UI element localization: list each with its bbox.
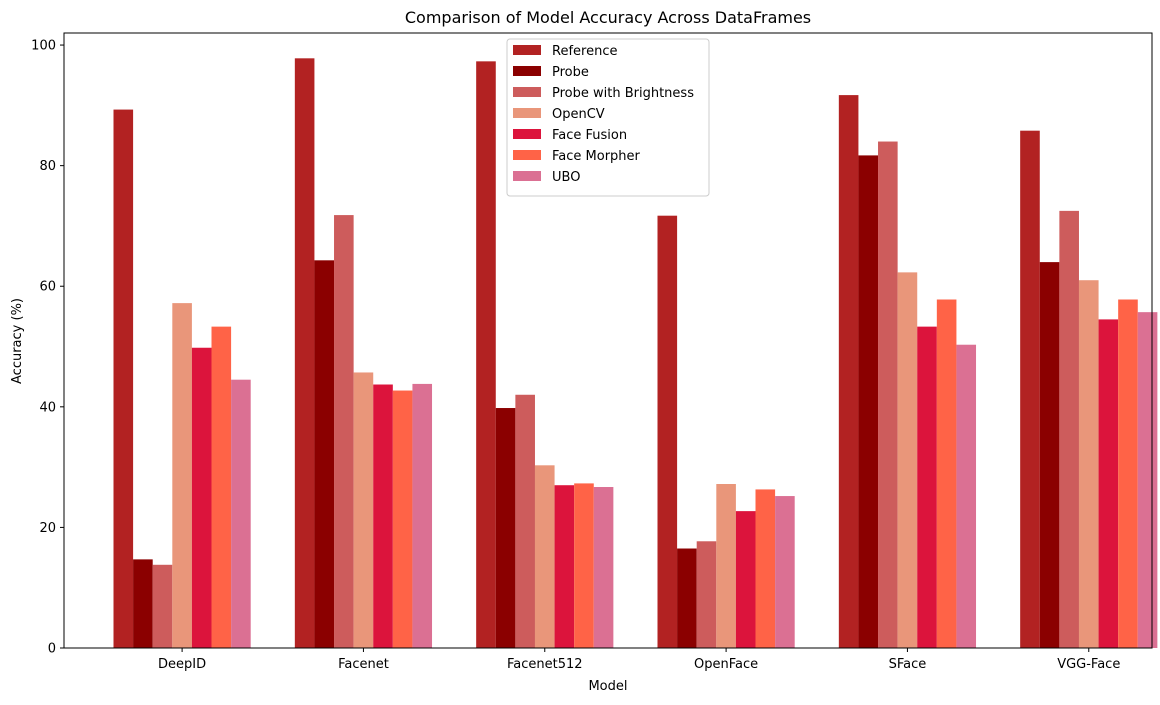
chart-title: Comparison of Model Accuracy Across Data… <box>405 8 811 27</box>
legend-swatch <box>513 129 541 139</box>
legend-swatch <box>513 108 541 118</box>
bar-face-morpher-vgg-face <box>1118 299 1138 648</box>
bar-probe-with-brightness-facenet <box>334 215 354 648</box>
bar-ubo-facenet <box>412 383 433 648</box>
bar-face-fusion-deepid <box>191 347 212 648</box>
bar-probe-with-brightness-sface <box>878 141 898 648</box>
bar-reference-deepid <box>113 109 134 648</box>
bar-face-morpher-facenet512 <box>574 483 594 648</box>
legend-label: UBO <box>552 170 580 185</box>
bar-probe-vgg-face <box>1039 262 1060 648</box>
bar-reference-vgg-face <box>1020 130 1040 648</box>
y-tick-label: 80 <box>39 159 56 174</box>
y-tick-label: 0 <box>48 642 56 657</box>
bar-ubo-sface <box>956 344 977 648</box>
x-tick-label: SFace <box>889 657 927 672</box>
x-tick-label: VGG-Face <box>1057 657 1120 672</box>
bar-opencv-vgg-face <box>1078 280 1099 648</box>
bar-ubo-facenet512 <box>593 487 614 648</box>
bar-face-morpher-sface <box>936 299 957 648</box>
y-tick-label: 40 <box>39 400 56 415</box>
bar-probe-facenet512 <box>495 408 516 648</box>
x-tick-label: DeepID <box>158 657 206 672</box>
bar-opencv-facenet512 <box>534 465 555 648</box>
bar-face-morpher-openface <box>755 489 776 648</box>
legend-label: Probe with Brightness <box>552 86 694 101</box>
y-tick-label: 20 <box>39 521 56 536</box>
plot-frame <box>63 32 1153 649</box>
bar-face-morpher-facenet <box>392 390 413 648</box>
bar-ubo-deepid <box>231 379 251 648</box>
bar-opencv-facenet <box>353 372 374 648</box>
bar-face-fusion-sface <box>917 326 937 648</box>
bar-probe-facenet <box>314 260 335 648</box>
bar-probe-with-brightness-facenet512 <box>515 394 535 648</box>
x-tick-label: OpenFace <box>694 657 758 672</box>
bar-probe-sface <box>858 155 879 648</box>
bar-opencv-sface <box>897 272 918 648</box>
bar-face-fusion-facenet512 <box>554 485 575 648</box>
bar-opencv-deepid <box>172 303 192 648</box>
bar-reference-sface <box>838 95 859 649</box>
y-tick-label: 60 <box>39 280 56 295</box>
legend-label: OpenCV <box>552 107 605 122</box>
bar-opencv-openface <box>716 484 736 648</box>
legend-swatch <box>513 171 541 181</box>
bar-face-fusion-vgg-face <box>1098 319 1119 648</box>
bar-probe-with-brightness-openface <box>696 541 717 648</box>
legend-swatch <box>513 66 541 76</box>
legend: Reference Probe Probe with Brightness OpenC… <box>506 38 710 197</box>
bar-face-fusion-facenet <box>373 384 393 648</box>
legend-box <box>506 38 710 197</box>
bar-probe-with-brightness-vgg-face <box>1059 210 1079 648</box>
bar-face-fusion-openface <box>735 511 756 648</box>
legend-label: Probe <box>552 65 589 80</box>
bar-reference-facenet512 <box>476 61 496 648</box>
bar-ubo-openface <box>775 496 795 648</box>
x-axis-label: Model <box>588 679 627 694</box>
bar-reference-facenet <box>294 58 315 648</box>
bar-probe-deepid <box>133 559 153 648</box>
plot-area: 0 20 40 60 80 100 DeepID Facenet Facenet512 OpenF… <box>31 32 1158 672</box>
legend-label: Face Morpher <box>552 149 641 164</box>
bar-ubo-vgg-face <box>1137 312 1158 648</box>
y-axis-label: Accuracy (%) <box>10 298 25 384</box>
legend-swatch <box>513 45 541 55</box>
x-tick-label: Facenet <box>338 657 389 672</box>
bar-probe-with-brightness-deepid <box>152 564 173 648</box>
legend-swatch <box>513 87 541 97</box>
bar-probe-openface <box>677 548 697 648</box>
legend-swatch <box>513 150 541 160</box>
y-tick-label: 100 <box>31 39 56 54</box>
x-tick-label: Facenet512 <box>507 657 583 672</box>
bar-face-morpher-deepid <box>211 326 232 648</box>
bar-reference-openface <box>657 215 678 648</box>
legend-label: Face Fusion <box>552 128 627 143</box>
legend-label: Reference <box>552 44 617 59</box>
